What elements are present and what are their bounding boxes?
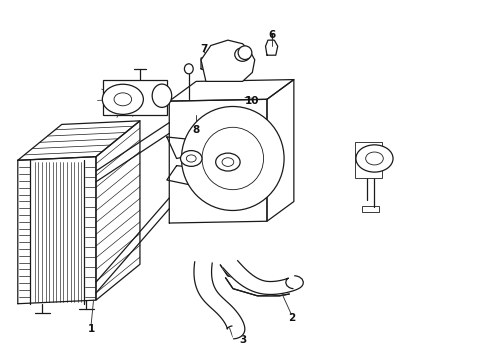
Circle shape — [114, 93, 132, 106]
Text: 2: 2 — [288, 313, 295, 323]
Bar — [103, 80, 167, 116]
Text: 1: 1 — [87, 324, 95, 334]
Text: 10: 10 — [245, 96, 260, 106]
Ellipse shape — [181, 107, 284, 211]
Text: 7: 7 — [200, 44, 207, 54]
Circle shape — [356, 145, 393, 172]
Polygon shape — [223, 261, 303, 294]
Circle shape — [216, 153, 240, 171]
Circle shape — [222, 158, 234, 166]
Ellipse shape — [202, 127, 264, 190]
Polygon shape — [194, 262, 245, 339]
Ellipse shape — [152, 84, 171, 107]
Circle shape — [366, 152, 383, 165]
Text: 4: 4 — [136, 91, 144, 101]
Bar — [362, 206, 379, 212]
Text: 3: 3 — [239, 334, 246, 345]
Circle shape — [186, 155, 196, 162]
Circle shape — [180, 150, 202, 166]
Text: 8: 8 — [193, 125, 200, 135]
Text: 9: 9 — [366, 152, 373, 162]
Ellipse shape — [235, 48, 250, 61]
Ellipse shape — [238, 46, 252, 59]
Text: 5: 5 — [232, 44, 239, 54]
Text: 6: 6 — [268, 30, 275, 40]
Circle shape — [102, 84, 144, 114]
Bar — [355, 142, 382, 178]
Ellipse shape — [184, 64, 193, 74]
Polygon shape — [201, 40, 255, 81]
